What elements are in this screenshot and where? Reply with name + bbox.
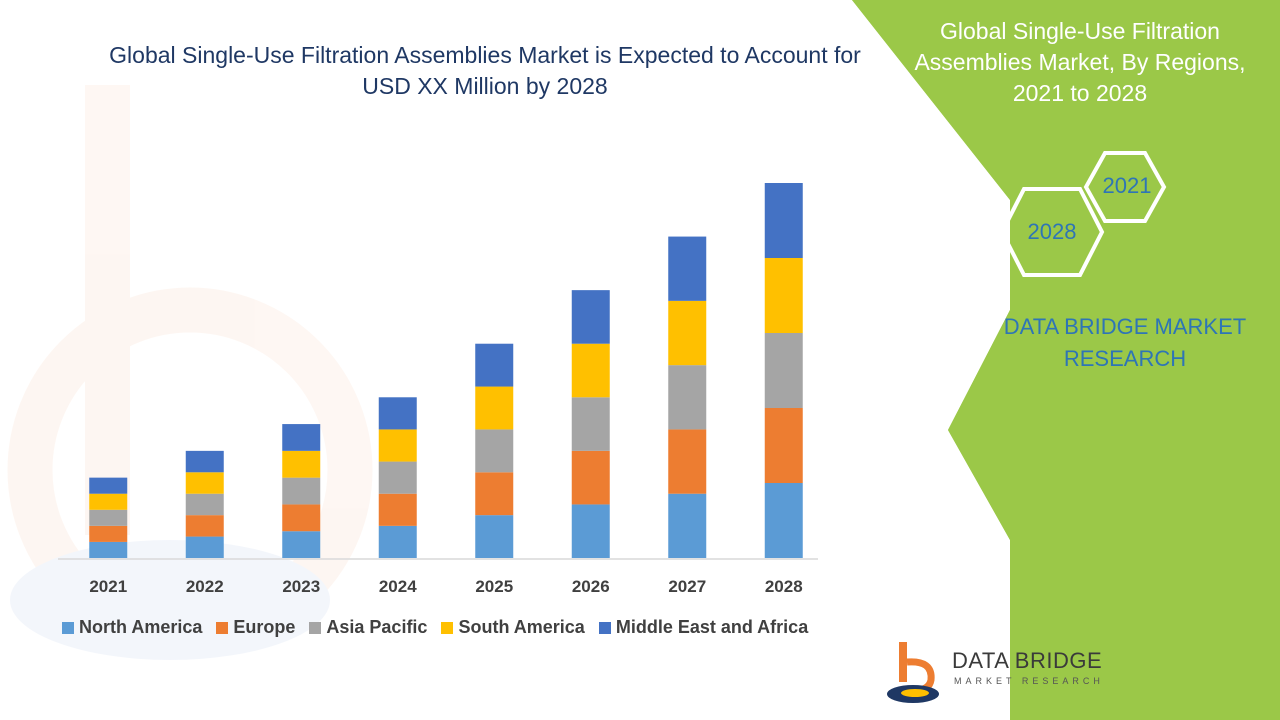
legend-label: North America	[79, 617, 203, 637]
bar-2021-middle-east-and-africa	[89, 477, 128, 494]
bar-2024-europe	[378, 493, 417, 526]
data-bridge-logo-icon	[887, 642, 939, 703]
legend-label: Middle East and Africa	[615, 617, 809, 637]
bar-2021-north-america	[89, 541, 128, 558]
bar-2022-asia-pacific	[185, 493, 224, 516]
legend-swatch	[598, 621, 611, 634]
bar-2028-north-america	[764, 483, 803, 558]
bar-2028-middle-east-and-africa	[764, 183, 803, 258]
legend-swatch	[62, 621, 74, 634]
bar-2026-north-america	[571, 504, 610, 558]
bar-2023-south-america	[282, 450, 321, 478]
bar-2027-south-america	[668, 300, 707, 366]
bar-2026-asia-pacific	[571, 397, 610, 451]
bar-2027-asia-pacific	[668, 365, 707, 430]
bar-2025-north-america	[475, 515, 514, 558]
bar-2021-asia-pacific	[89, 509, 128, 526]
logo-name: DATA BRIDGE	[952, 648, 1103, 673]
bar-2025-europe	[475, 472, 514, 516]
bar-2027-europe	[668, 429, 707, 494]
legend-label: South America	[458, 617, 585, 637]
bar-2021-south-america	[89, 493, 128, 510]
bar-2026-south-america	[571, 343, 610, 398]
hex-label-2028: 2028	[1027, 219, 1077, 244]
bar-2023-north-america	[282, 531, 321, 558]
bar-2024-middle-east-and-africa	[378, 397, 417, 430]
legend-item-north-america: North America	[62, 617, 202, 638]
chart-title: Global Single-Use Filtration Assemblies …	[109, 42, 861, 99]
bar-2028-europe	[764, 408, 803, 483]
hexagon-2021	[1083, 151, 1167, 223]
chart-legend: North America Europe Asia Pacific South Ame…	[62, 617, 808, 638]
bar-2023-asia-pacific	[282, 477, 321, 505]
bar-2023-europe	[282, 504, 321, 532]
x-tick-label-2024: 2024	[379, 577, 417, 596]
legend-item-middle-east-and-africa: Middle East and Africa	[598, 617, 809, 638]
bar-2026-europe	[571, 450, 610, 505]
legend-label: Europe	[233, 617, 296, 637]
logo-tagline: MARKET RESEARCH	[954, 676, 1104, 686]
green-wedge	[852, 0, 1280, 720]
x-tick-label-2026: 2026	[572, 577, 610, 596]
x-tick-label-2021: 2021	[89, 577, 127, 596]
legend-swatch	[441, 621, 454, 634]
bar-2022-europe	[185, 515, 224, 537]
bar-2025-south-america	[475, 386, 514, 430]
bar-2024-asia-pacific	[378, 461, 417, 494]
hex-label-2021: 2021	[1102, 173, 1152, 198]
x-tick-label-2023: 2023	[282, 577, 320, 596]
x-tick-label-2022: 2022	[186, 577, 224, 596]
legend-item-europe: Europe	[216, 617, 295, 638]
legend-item-south-america: South America	[441, 617, 585, 638]
x-tick-label-2027: 2027	[668, 577, 706, 596]
bar-2027-north-america	[668, 493, 707, 558]
bar-2021-europe	[89, 525, 128, 542]
bar-2028-asia-pacific	[764, 333, 803, 408]
x-tick-label-2028: 2028	[765, 577, 803, 596]
brand-text: DATA BRIDGE MARKET RESEARCH	[1003, 314, 1247, 371]
side-panel-title: Global Single-Use Filtration Assemblies …	[914, 18, 1246, 106]
bar-2027-middle-east-and-africa	[668, 236, 707, 301]
legend-swatch	[216, 621, 229, 634]
hexagon-2028	[999, 187, 1105, 277]
bar-2026-middle-east-and-africa	[571, 290, 610, 344]
x-tick-label-2025: 2025	[475, 577, 513, 596]
legend-label: Asia Pacific	[326, 617, 428, 637]
bar-2024-south-america	[378, 429, 417, 462]
legend-item-asia-pacific: Asia Pacific	[309, 617, 427, 638]
bar-2022-middle-east-and-africa	[185, 450, 224, 473]
bar-2023-middle-east-and-africa	[282, 424, 321, 451]
bar-2022-north-america	[185, 536, 224, 558]
bar-2025-asia-pacific	[475, 429, 514, 473]
legend-swatch	[309, 621, 322, 634]
bar-2025-middle-east-and-africa	[475, 343, 514, 387]
bar-2024-north-america	[378, 525, 417, 558]
watermark-logo	[7, 85, 373, 660]
bar-2028-south-america	[764, 258, 803, 333]
bar-2022-south-america	[185, 472, 224, 494]
